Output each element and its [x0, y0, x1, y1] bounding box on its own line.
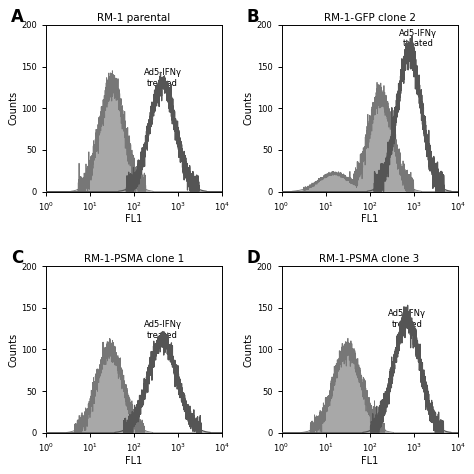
X-axis label: FL1: FL1: [361, 456, 378, 465]
Text: Ad5-IFNγ
treated: Ad5-IFNγ treated: [144, 320, 182, 340]
X-axis label: FL1: FL1: [125, 456, 143, 465]
Text: D: D: [246, 249, 260, 267]
X-axis label: FL1: FL1: [125, 215, 143, 225]
Title: RM-1-PSMA clone 1: RM-1-PSMA clone 1: [84, 254, 184, 264]
Text: Ad5-IFNγ
treated: Ad5-IFNγ treated: [399, 29, 437, 48]
Text: Ad5-IFNγ
treated: Ad5-IFNγ treated: [388, 310, 426, 329]
Y-axis label: Counts: Counts: [244, 332, 254, 366]
Title: RM-1-GFP clone 2: RM-1-GFP clone 2: [324, 13, 416, 23]
Y-axis label: Counts: Counts: [9, 332, 18, 366]
Title: RM-1 parental: RM-1 parental: [97, 13, 171, 23]
Y-axis label: Counts: Counts: [244, 91, 254, 125]
Y-axis label: Counts: Counts: [9, 91, 18, 125]
Text: B: B: [246, 8, 259, 26]
Text: C: C: [11, 249, 23, 267]
Text: Ad5-IFNγ
treated: Ad5-IFNγ treated: [144, 68, 182, 88]
X-axis label: FL1: FL1: [361, 215, 378, 225]
Text: A: A: [11, 8, 24, 26]
Title: RM-1-PSMA clone 3: RM-1-PSMA clone 3: [319, 254, 419, 264]
